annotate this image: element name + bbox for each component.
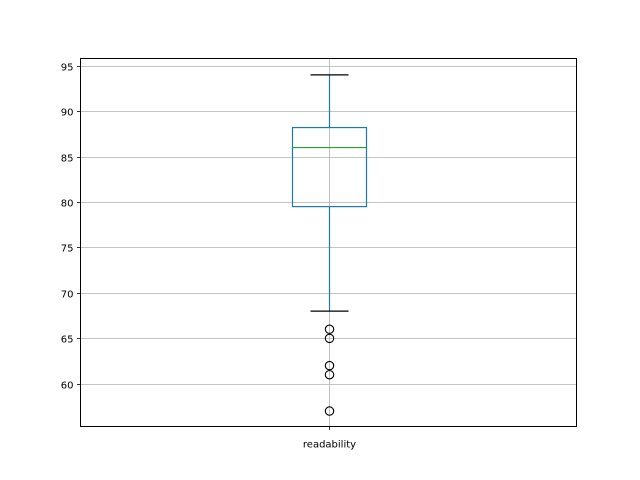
boxes	[291, 74, 368, 416]
axes-frame	[80, 58, 577, 427]
y-tick-label: 75	[61, 244, 74, 255]
box	[291, 126, 368, 208]
y-tick-label: 65	[61, 335, 74, 346]
y-tick-label: 80	[61, 199, 74, 210]
grid	[80, 58, 577, 427]
x-tick-label: readability	[303, 440, 356, 451]
outlier-point	[324, 333, 335, 344]
y-tick-label: 85	[61, 154, 74, 165]
y-axis: 60 65 70 75 80 85 90 95	[61, 63, 81, 392]
outlier-point	[324, 406, 335, 416]
y-tick-label: 90	[61, 108, 74, 119]
y-tick-label: 95	[61, 63, 74, 74]
y-tick-label: 60	[61, 381, 74, 392]
outlier-point	[324, 369, 335, 380]
y-tick-label: 70	[61, 290, 74, 301]
x-axis: readability	[303, 426, 356, 451]
outlier-point	[324, 360, 335, 371]
outlier-point	[324, 324, 335, 335]
